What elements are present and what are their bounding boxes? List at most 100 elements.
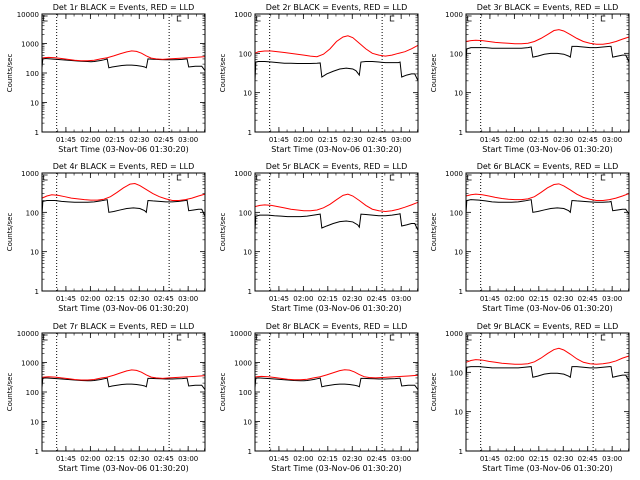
x-tick-label: 02:45 <box>367 295 387 303</box>
x-tick-label: 01:45 <box>56 136 76 144</box>
chart-panel-6: Det 6r BLACK = Events, RED = LLD Counts/s… <box>430 162 630 313</box>
y-tick-label: 10000 <box>17 11 39 19</box>
y-tick-label: 10 <box>454 249 463 257</box>
x-tick-label: 03:00 <box>178 455 198 463</box>
x-axis-label: Start Time (03-Nov-06 01:30:20) <box>482 304 612 313</box>
chart-title: Det 1r BLACK = Events, RED = LLD <box>53 3 195 12</box>
x-axis-label: Start Time (03-Nov-06 01:30:20) <box>271 304 401 313</box>
y-tick-label: 1000 <box>21 170 39 178</box>
y-tick-label: 10 <box>454 90 463 98</box>
right-bracket-marker <box>389 15 395 22</box>
left-bracket-marker <box>43 15 48 22</box>
x-tick-label: 01:45 <box>480 136 500 144</box>
lld-series-line <box>41 50 206 62</box>
x-tick-label: 02:30 <box>553 455 573 463</box>
x-axis-label: Start Time (03-Nov-06 01:30:20) <box>58 304 188 313</box>
y-tick-label: 1 <box>459 129 463 137</box>
y-axis-label: Counts/sec <box>219 213 227 252</box>
y-axis-label: Counts/sec <box>430 373 438 412</box>
x-tick-label: 02:15 <box>105 295 125 303</box>
chart-panel-9: Det 9r BLACK = Events, RED = LLD Counts/s… <box>430 322 630 473</box>
y-tick-label: 1 <box>248 129 252 137</box>
left-bracket-marker <box>256 15 261 22</box>
x-tick-label: 02:45 <box>367 455 387 463</box>
x-tick-label: 02:30 <box>342 136 362 144</box>
chart-panel-2: Det 2r BLACK = Events, RED = LLD Counts/s… <box>219 3 419 154</box>
lld-series-line <box>41 183 206 201</box>
left-bracket-marker <box>43 174 48 181</box>
y-axis-label: Counts/sec <box>219 54 227 93</box>
y-tick-label: 100 <box>450 369 463 377</box>
y-tick-label: 10 <box>30 249 39 257</box>
plot-frame <box>41 172 206 292</box>
x-axis-label: Start Time (03-Nov-06 01:30:20) <box>482 145 612 154</box>
right-bracket-marker <box>600 334 606 341</box>
y-tick-label: 100 <box>239 50 252 58</box>
x-tick-label: 02:15 <box>318 455 338 463</box>
x-tick-label: 02:15 <box>529 295 549 303</box>
chart-title: Det 9r BLACK = Events, RED = LLD <box>477 322 619 331</box>
y-tick-label: 1000 <box>21 360 39 368</box>
y-tick-label: 10 <box>243 419 252 427</box>
y-tick-label: 1000 <box>445 170 463 178</box>
plot-frame <box>254 332 419 452</box>
y-tick-label: 1000 <box>234 170 252 178</box>
x-tick-label: 02:00 <box>80 295 100 303</box>
x-tick-label: 02:45 <box>367 136 387 144</box>
events-series-line <box>254 61 419 82</box>
x-tick-label: 02:30 <box>342 455 362 463</box>
y-tick-label: 1 <box>459 448 463 456</box>
x-axis-label: Start Time (03-Nov-06 01:30:20) <box>58 145 188 154</box>
y-axis-label: Counts/sec <box>430 54 438 93</box>
plot-frame <box>254 13 419 133</box>
lld-series-line <box>254 193 419 213</box>
right-bracket-marker <box>176 15 182 22</box>
y-tick-label: 1 <box>35 288 39 296</box>
x-tick-label: 03:00 <box>391 295 411 303</box>
x-tick-label: 01:45 <box>480 455 500 463</box>
plot-frame <box>254 172 419 292</box>
x-tick-label: 02:00 <box>293 295 313 303</box>
x-tick-label: 02:45 <box>154 455 174 463</box>
plot-frame <box>465 332 630 452</box>
left-bracket-marker <box>256 334 261 341</box>
lld-series-line <box>465 347 630 365</box>
y-tick-label: 100 <box>26 209 39 217</box>
y-tick-label: 10 <box>243 249 252 257</box>
chart-panel-8: Det 8r BLACK = Events, RED = LLD Counts/s… <box>219 322 419 473</box>
y-axis-label: Counts/sec <box>6 54 14 93</box>
lld-series-line <box>254 369 419 381</box>
chart-panel-7: Det 7r BLACK = Events, RED = LLD Counts/s… <box>6 322 206 473</box>
x-tick-label: 02:45 <box>154 295 174 303</box>
events-series-line <box>41 57 206 71</box>
y-tick-label: 100 <box>239 389 252 397</box>
x-tick-label: 02:15 <box>529 455 549 463</box>
y-tick-label: 1 <box>35 129 39 137</box>
x-tick-label: 02:30 <box>553 295 573 303</box>
x-tick-label: 03:00 <box>602 295 622 303</box>
chart-title: Det 6r BLACK = Events, RED = LLD <box>477 162 619 171</box>
y-tick-label: 100 <box>450 209 463 217</box>
y-tick-label: 10 <box>30 100 39 108</box>
x-tick-label: 02:00 <box>504 455 524 463</box>
events-series-line <box>41 199 206 217</box>
right-bracket-marker <box>600 15 606 22</box>
y-axis-label: Counts/sec <box>6 213 14 252</box>
x-tick-label: 01:45 <box>480 295 500 303</box>
lld-series-line <box>465 183 630 201</box>
right-bracket-marker <box>176 174 182 181</box>
y-axis-label: Counts/sec <box>430 213 438 252</box>
x-axis-label: Start Time (03-Nov-06 01:30:20) <box>58 464 188 473</box>
right-bracket-marker <box>389 334 395 341</box>
x-tick-label: 02:30 <box>553 136 573 144</box>
y-tick-label: 10000 <box>17 330 39 338</box>
y-axis-label: Counts/sec <box>6 373 14 412</box>
y-axis-label: Counts/sec <box>219 373 227 412</box>
x-tick-label: 02:00 <box>504 136 524 144</box>
y-tick-label: 10000 <box>230 330 252 338</box>
y-tick-label: 1000 <box>21 41 39 49</box>
y-tick-label: 1 <box>459 288 463 296</box>
x-tick-label: 02:30 <box>129 455 149 463</box>
x-tick-label: 02:15 <box>318 295 338 303</box>
